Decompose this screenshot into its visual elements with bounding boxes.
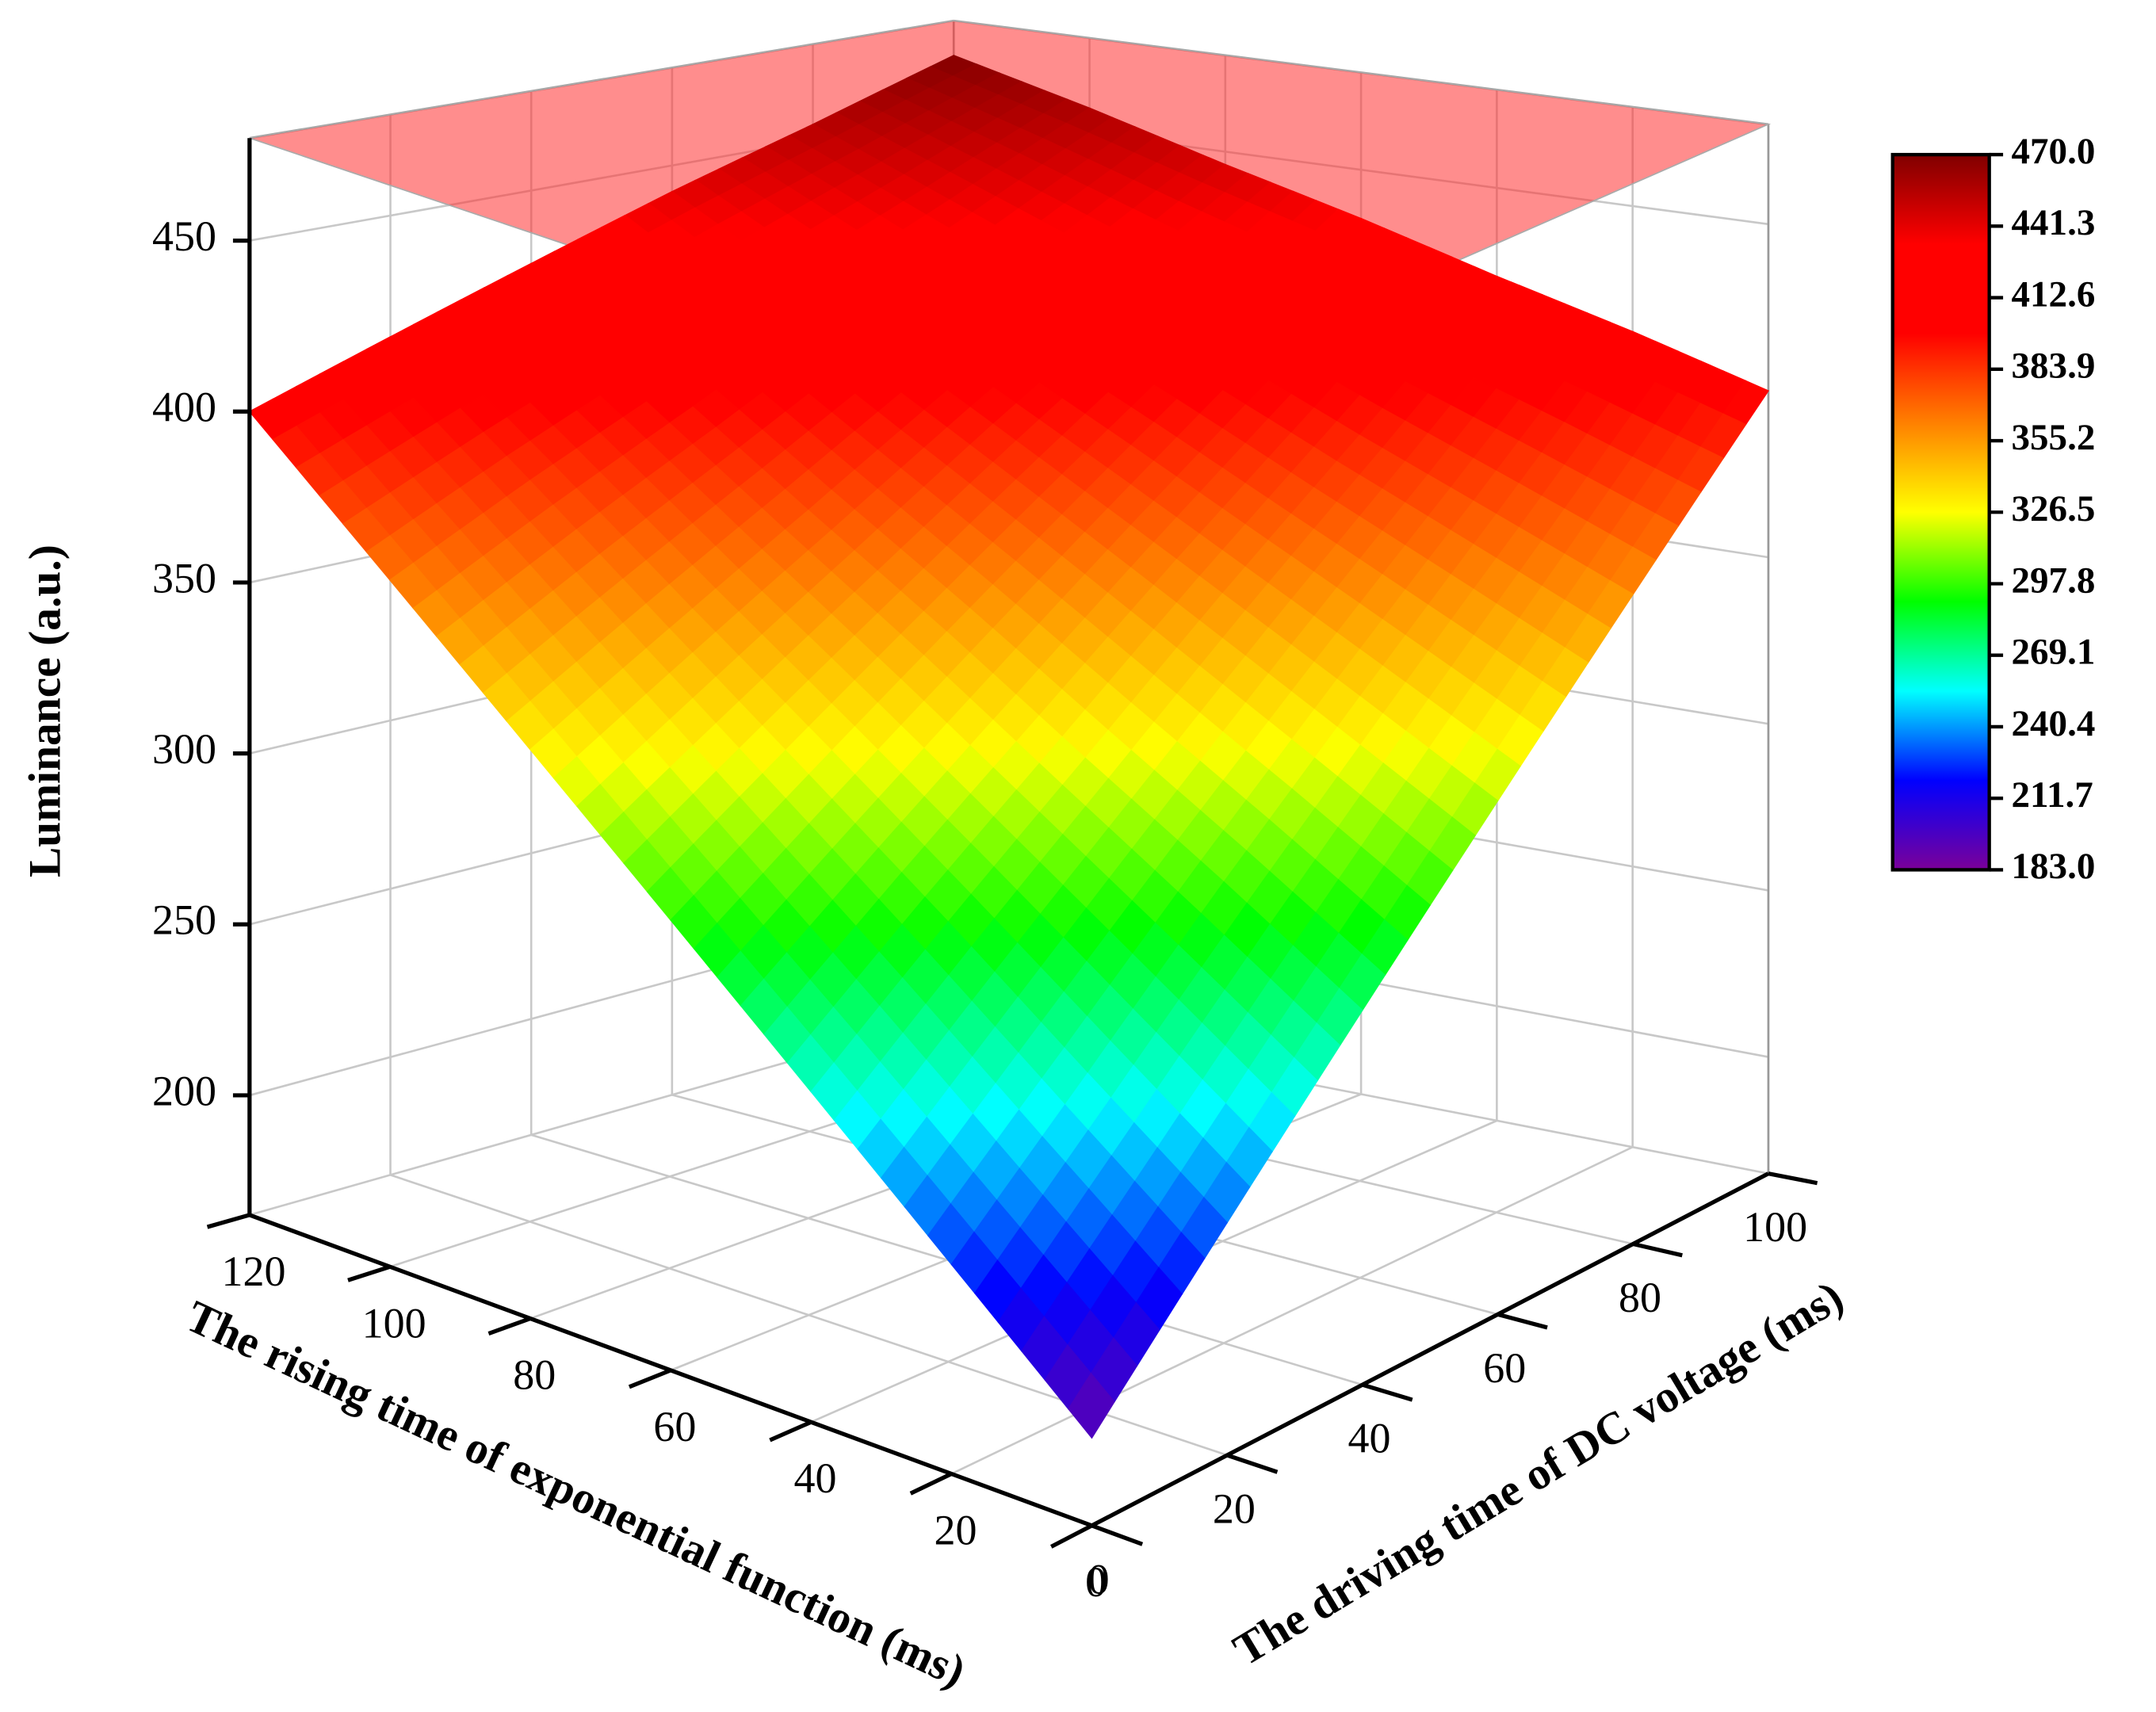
x-tick xyxy=(206,1213,250,1229)
x-tick-label: 20 xyxy=(935,1507,977,1554)
y-axis-title: The driving time of DC voltage (ms) xyxy=(1225,1272,1852,1676)
surface xyxy=(248,55,1770,1439)
y-tick xyxy=(1226,1453,1279,1474)
y-axis-line xyxy=(1091,1171,1770,1528)
y-tick xyxy=(1362,1382,1413,1402)
y-tick-label: 60 xyxy=(1483,1344,1526,1392)
colorbar-tick-label: 383.9 xyxy=(2012,346,2096,387)
y-tick-label: 40 xyxy=(1348,1415,1391,1462)
y-tick xyxy=(1091,1523,1144,1546)
colorbar-tick-label: 183.0 xyxy=(2012,846,2096,887)
y-tick xyxy=(1768,1171,1818,1186)
x-tick-label: 100 xyxy=(362,1299,426,1347)
z-axis-title: Luminance (a.u.) xyxy=(20,545,70,877)
y-tick-label: 100 xyxy=(1743,1203,1807,1251)
x-tick-label: 40 xyxy=(793,1454,836,1502)
x-tick xyxy=(628,1368,672,1389)
colorbar xyxy=(1890,152,1991,872)
x-tick xyxy=(487,1316,531,1336)
z-tick-label: 450 xyxy=(152,212,216,260)
x-tick xyxy=(909,1472,953,1496)
y-tick xyxy=(1632,1241,1683,1258)
x-tick-label: 60 xyxy=(653,1403,696,1450)
colorbar-tick-label: 412.6 xyxy=(2012,273,2096,315)
x-tick xyxy=(769,1420,812,1443)
colorbar-tick-label: 470.0 xyxy=(2012,131,2096,172)
floor-grid-line xyxy=(530,1133,1363,1386)
z-tick-label: 400 xyxy=(152,384,216,431)
z-tick-label: 250 xyxy=(152,896,216,944)
x-tick-label: 0 xyxy=(1085,1558,1107,1606)
z-tick-label: 300 xyxy=(152,725,216,773)
z-tick-label: 350 xyxy=(152,554,216,602)
y-tick-label: 80 xyxy=(1619,1274,1661,1321)
axes-layer: 0204060801001200204060801002002503003504… xyxy=(152,138,1818,1606)
colorbar-tick-label: 240.4 xyxy=(2012,703,2096,744)
x-tick-label: 120 xyxy=(222,1248,286,1295)
floor-grid-line xyxy=(950,1146,1634,1475)
colorbar-tick-label: 326.5 xyxy=(2012,488,2096,529)
colorbar-tick-label: 441.3 xyxy=(2012,202,2096,243)
y-tick-label: 0 xyxy=(1088,1555,1110,1603)
z-tick-label: 200 xyxy=(152,1067,216,1114)
y-tick-label: 20 xyxy=(1213,1485,1256,1533)
x-tick xyxy=(347,1264,391,1282)
colorbar-tick-label: 355.2 xyxy=(2012,417,2096,458)
x-axis-title: The rising time of exponential function … xyxy=(179,1291,973,1697)
colorbar-tick-label: 269.1 xyxy=(2012,632,2096,673)
colorbar-tick-label: 297.8 xyxy=(2012,560,2096,601)
x-tick-label: 80 xyxy=(513,1351,556,1399)
colorbar-tick-label: 211.7 xyxy=(2012,774,2093,816)
surface-patch xyxy=(1068,1372,1115,1439)
x-tick xyxy=(1050,1523,1093,1549)
y-tick xyxy=(1497,1312,1548,1330)
